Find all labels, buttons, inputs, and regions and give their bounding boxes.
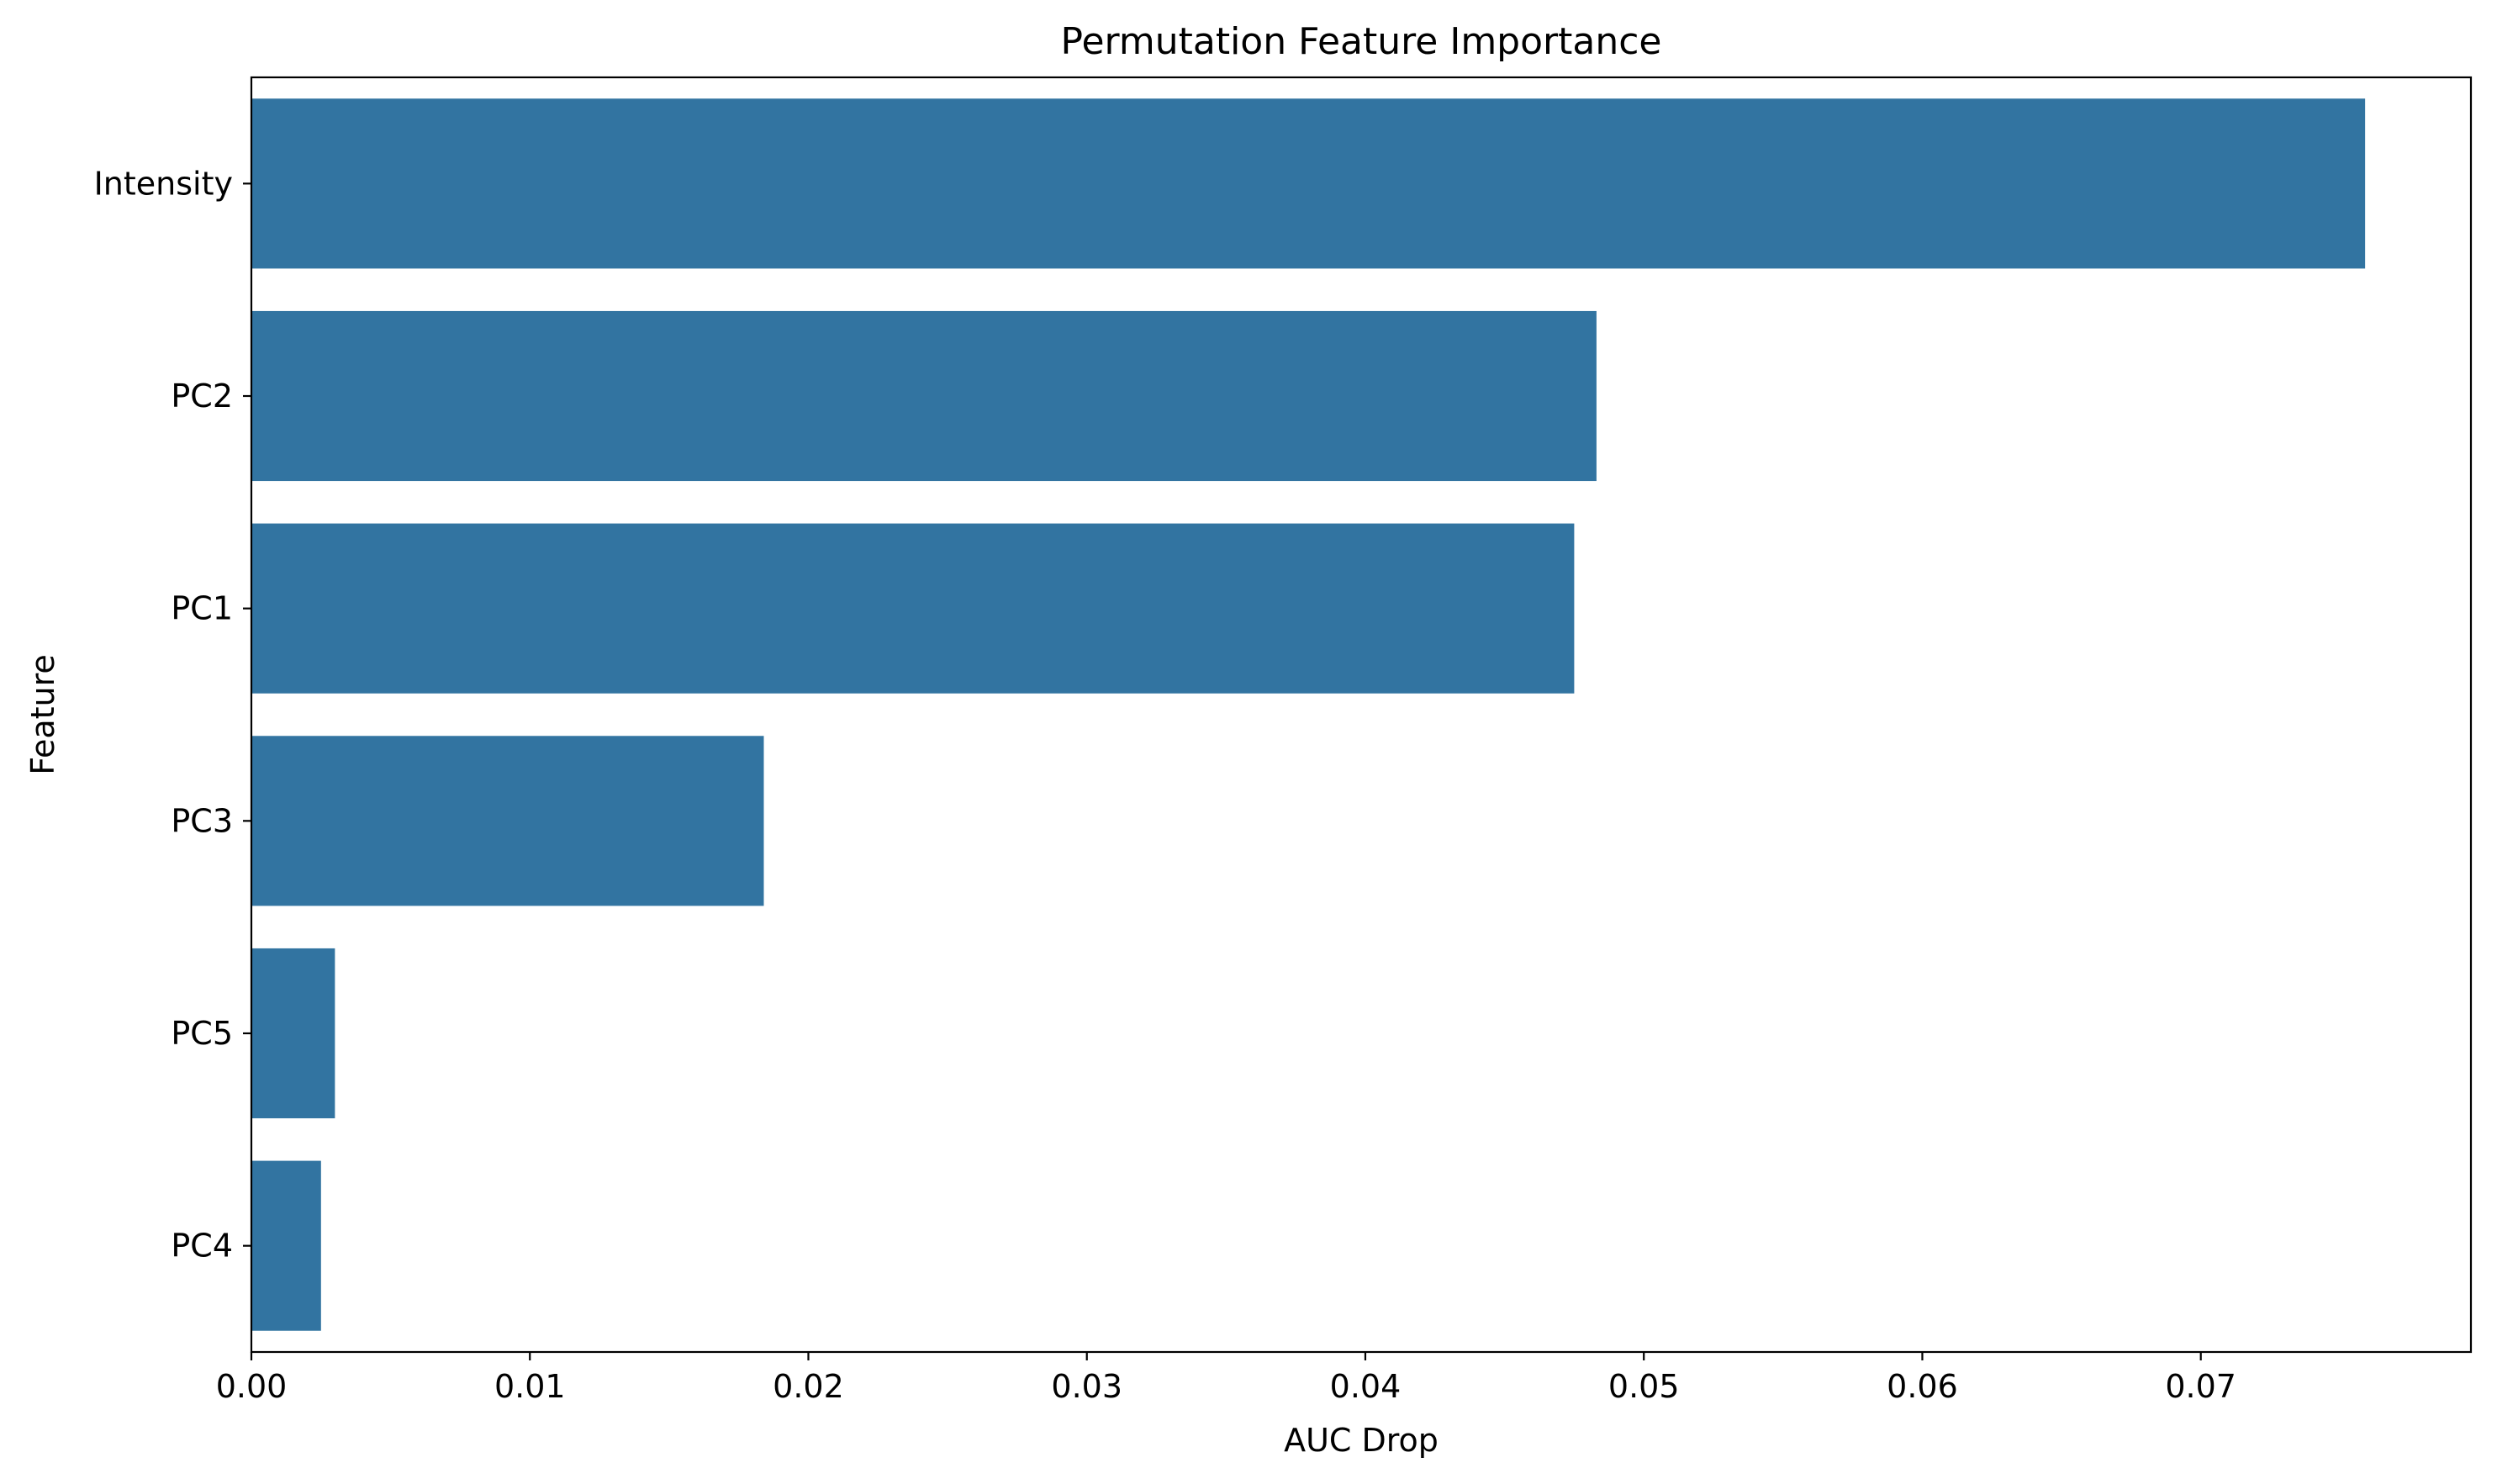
x-tick-label-0: 0.00 — [216, 1368, 288, 1405]
bars-layer — [251, 98, 2366, 1331]
bar-pc5 — [251, 948, 335, 1119]
x-tick-label-5: 0.05 — [1608, 1368, 1680, 1405]
x-tick-label-2: 0.02 — [773, 1368, 844, 1405]
y-axis-ticks: Intensity PC2 PC1 PC3 PC5 PC4 — [94, 165, 251, 1265]
bar-intensity — [251, 98, 2366, 269]
bar-pc3 — [251, 736, 764, 906]
bar-pc1 — [251, 523, 1575, 694]
y-axis-label: Feature — [24, 654, 61, 775]
x-axis-ticks: 0.00 0.01 0.02 0.03 0.04 0.05 0.06 0.07 — [216, 1352, 2236, 1405]
x-tick-label-4: 0.04 — [1330, 1368, 1402, 1405]
bar-pc4 — [251, 1160, 321, 1331]
plot-frame — [250, 76, 2473, 1354]
x-tick-label-6: 0.06 — [1887, 1368, 1958, 1405]
y-tick-label-pc3: PC3 — [171, 802, 233, 839]
y-tick-label-pc4: PC4 — [171, 1228, 233, 1265]
x-tick-label-3: 0.03 — [1051, 1368, 1122, 1405]
y-tick-label-pc2: PC2 — [171, 378, 233, 415]
x-tick-label-1: 0.01 — [494, 1368, 566, 1405]
y-tick-label-pc1: PC1 — [171, 590, 233, 627]
y-tick-label-pc5: PC5 — [171, 1015, 233, 1052]
chart-title: Permutation Feature Importance — [1061, 20, 1662, 63]
x-tick-label-7: 0.07 — [2165, 1368, 2236, 1405]
bar-pc2 — [251, 310, 1597, 482]
x-axis-label: AUC Drop — [1284, 1422, 1439, 1459]
y-tick-label-intensity: Intensity — [94, 165, 233, 202]
